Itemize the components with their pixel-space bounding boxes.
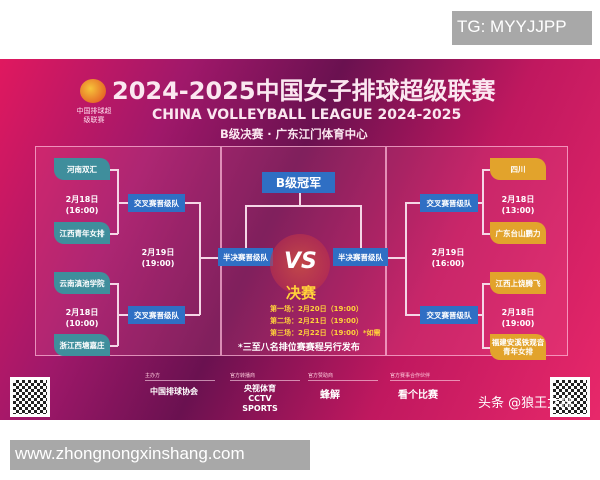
semi-left: 半决赛晋级队 [218,248,273,266]
semi-right: 半决赛晋级队 [333,248,388,266]
team-right-1: 四川 [490,158,546,180]
watermark-site: www.zhongnongxinshang.com [10,440,310,470]
bracket-line [185,314,200,316]
sponsor-2: 央视体育 CCTV SPORTS [242,384,278,413]
team-right-2: 广东台山鹏力 [490,222,546,244]
quarter-right-2: 交叉赛晋级队 [420,306,478,324]
bracket-line [117,202,128,204]
vs-text: VS [284,249,317,274]
bracket-line [199,202,201,315]
bracket-line [482,169,490,171]
bracket-poster: 中国排球超级联赛 2024-2025中国女子排球超级联赛 CHINA VOLLE… [0,59,600,420]
sponsor-role-1: 主办方 [145,372,215,381]
bracket-line [360,205,362,248]
bracket-line [110,345,118,347]
sponsor-role-3: 官方赞助商 [308,372,378,381]
date-left-1: 2月18日 (16:00) [65,195,99,215]
qr-code-left [10,377,50,417]
bracket-line [110,169,118,171]
bracket-line [482,169,484,234]
subtitle: B级决赛 · 广东江门体育中心 [220,127,368,141]
quarter-left-2: 交叉赛晋级队 [128,306,185,324]
final-game-2: 第二场：2月21日（19:00） [270,317,363,325]
date-right-semi: 2月19日 (16:00) [431,248,465,268]
date-left-2: 2月18日 (10:00) [65,308,99,328]
bracket-line [405,202,407,315]
bracket-line [388,257,406,259]
bracket-line [478,202,483,204]
final-title: 决赛 [286,284,317,302]
logo-text: 中国排球超级联赛 [76,107,112,124]
bracket-line [245,205,247,248]
sponsor-4: 看个比赛 [398,390,438,401]
final-game-1: 第一场：2月20日（19:00） [270,305,363,313]
date-right-2: 2月18日 (19:00) [501,308,535,328]
bracket-line [405,202,420,204]
bracket-line [478,314,483,316]
sponsor-role-2: 官方转播商 [230,372,300,381]
bracket-line [482,347,490,349]
team-left-4: 浙江西塘嘉庄 [54,334,110,356]
bracket-line [199,257,218,259]
bracket-line [185,202,200,204]
quarter-right-1: 交叉赛晋级队 [420,194,478,212]
qr-code-right [550,377,590,417]
title-cn: 2024-2025中国女子排球超级联赛 [112,77,496,105]
watermark-tg: TG: MYYJJPP [452,11,592,45]
volleyball-icon [270,234,330,294]
sponsor-3: 蜂解 [320,390,340,401]
bracket-line [245,205,361,207]
sponsor-1: 中国排球协会 [150,387,198,396]
right-panel [386,146,568,356]
date-right-1: 2月18日 (13:00) [501,195,535,215]
note: *三至八名排位赛赛程另行发布 [238,343,360,353]
final-game-3: 第三场：2月22日（19:00）*如需 [270,329,381,337]
bracket-line [110,283,118,285]
bracket-line [482,283,484,348]
league-logo-icon [80,79,106,103]
bracket-line [482,283,490,285]
bracket-line [482,233,490,235]
team-left-2: 江西青年女排 [54,222,110,244]
sponsor-role-4: 官方赛事合作伙伴 [390,372,460,381]
team-left-1: 河南双汇 [54,158,110,180]
bracket-line [117,169,119,234]
team-right-3: 江西上饶腾飞 [490,272,546,294]
champion-box: B级冠军 [262,172,335,193]
title-en: CHINA VOLLEYBALL LEAGUE 2024-2025 [152,107,462,123]
quarter-left-1: 交叉赛晋级队 [128,194,185,212]
bracket-line [117,314,128,316]
bracket-line [405,314,420,316]
bracket-line [110,233,118,235]
bracket-line [299,193,301,205]
date-left-semi: 2月19日 (19:00) [141,248,175,268]
team-right-4: 福建安溪铁观音青年女排 [490,334,546,360]
team-left-3: 云南滇池学院 [54,272,110,294]
credit: 头条 @狼王女排 [478,396,574,411]
